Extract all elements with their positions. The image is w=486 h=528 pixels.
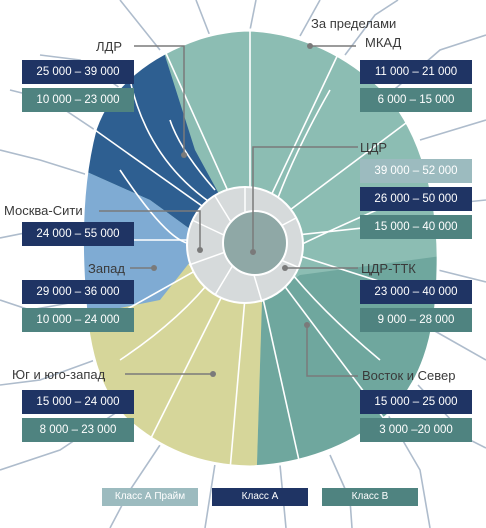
price-south-class-b: 8 000 – 23 000: [22, 418, 134, 442]
cdr-center: [222, 210, 288, 276]
price-ldr-class-b: 10 000 – 23 000: [22, 88, 134, 112]
price-outside-mkad-class-a: 11 000 – 21 000: [360, 60, 472, 84]
zone-label-cdr: ЦДР: [360, 140, 388, 155]
price-cdr-ttk-class-a: 23 000 – 40 000: [360, 280, 472, 304]
pointer-dots: [151, 43, 313, 377]
legend-class-a-prime: Класс А Прайм: [102, 488, 198, 506]
price-west-class-b: 10 000 – 24 000: [22, 308, 134, 332]
price-cdr-ttk-class-b: 9 000 – 28 000: [360, 308, 472, 332]
zone-label-south-southwest: Юг и юго-запад: [12, 367, 106, 382]
price-moscow-city-class-a: 24 000 – 55 000: [22, 222, 134, 246]
price-south-class-a: 15 000 – 24 000: [22, 390, 134, 414]
zone-label-cdr-ttk: ЦДР-ТТК: [361, 261, 416, 276]
zone-label-ldr: ЛДР: [96, 39, 123, 54]
price-cdr-class-a-prime: 39 000 – 52 000: [360, 159, 472, 183]
price-ldr-class-a: 25 000 – 39 000: [22, 60, 134, 84]
zone-label-outside-mkad-line1: За пределами: [311, 16, 397, 31]
price-east-north-class-a: 15 000 – 25 000: [360, 390, 472, 414]
price-outside-mkad-class-b: 6 000 – 15 000: [360, 88, 472, 112]
zone-label-west: Запад: [88, 261, 125, 276]
legend-class-b: Класс В: [322, 488, 418, 506]
pointer-lines: [99, 45, 358, 377]
price-cdr-class-a: 26 000 – 50 000: [360, 187, 472, 211]
price-cdr-class-b: 15 000 – 40 000: [360, 215, 472, 239]
zone-label-east-north: Восток и Север: [362, 368, 456, 383]
price-west-class-a: 29 000 – 36 000: [22, 280, 134, 304]
legend-class-a: Класс А: [212, 488, 308, 506]
zone-label-moscow-city: Москва-Сити: [4, 203, 83, 218]
price-east-north-class-b: 3 000 –20 000: [360, 418, 472, 442]
zone-label-outside-mkad-line2: МКАД: [365, 35, 402, 50]
